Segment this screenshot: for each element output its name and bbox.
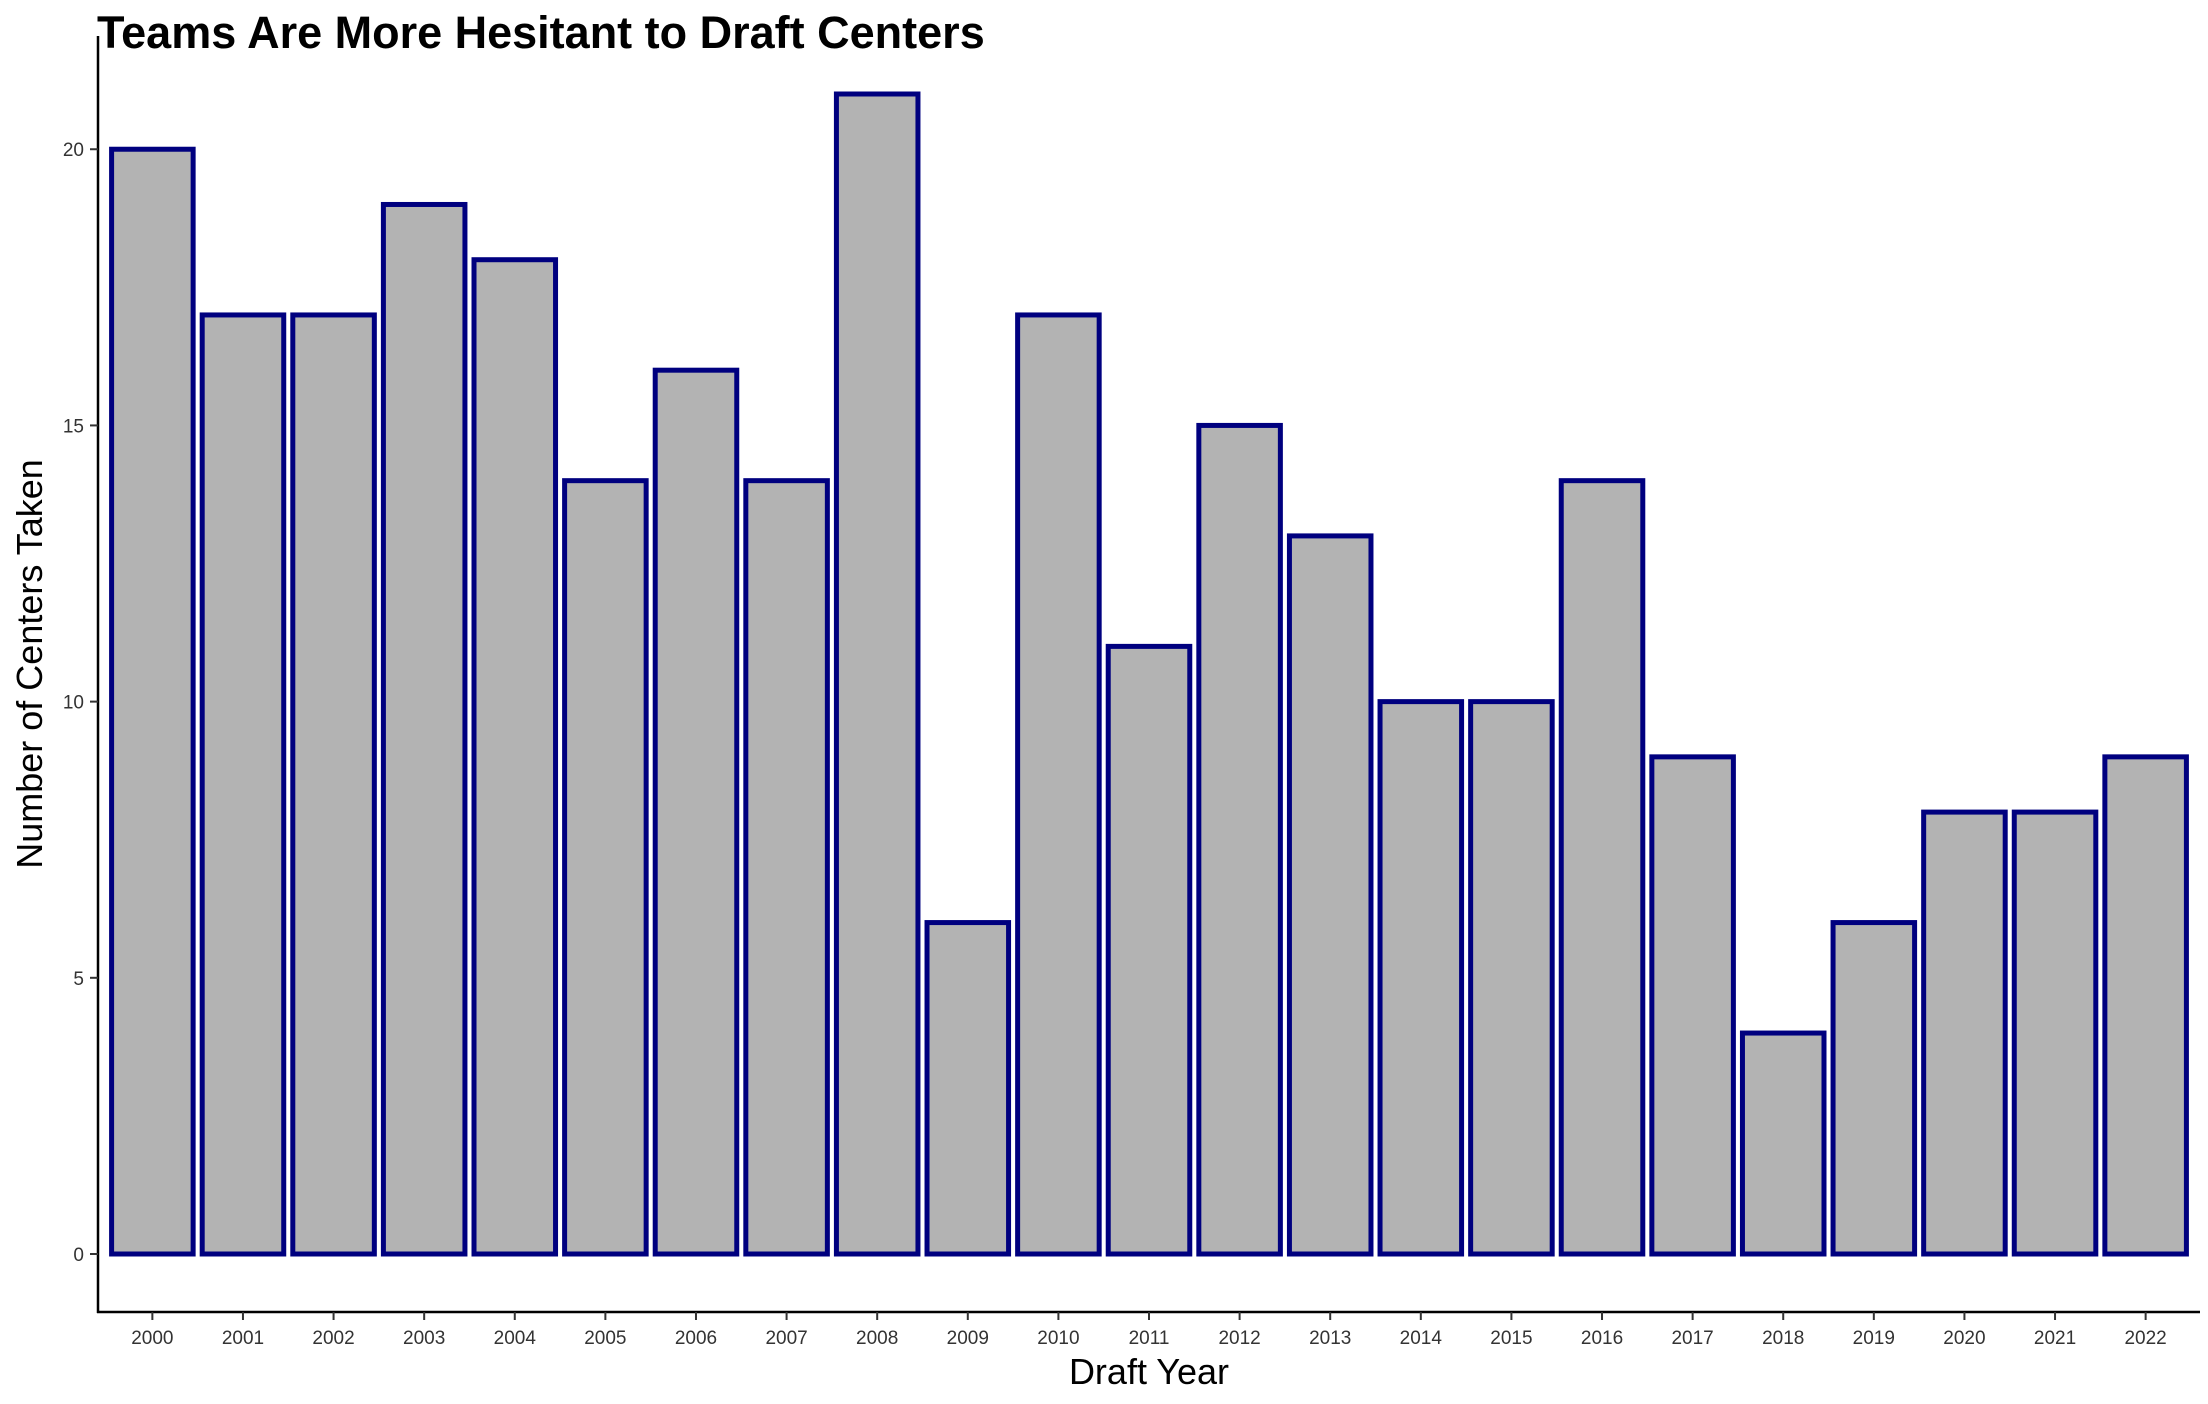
x-tick-label: 2014 (1400, 1328, 1443, 1349)
x-tick-label: 2005 (584, 1328, 626, 1349)
x-tick-label: 2008 (856, 1328, 898, 1349)
x-tick-label: 2009 (947, 1328, 989, 1349)
bar-2012 (1196, 422, 1283, 1257)
x-tick-label: 2001 (222, 1328, 264, 1349)
x-tick-label: 2000 (131, 1328, 173, 1349)
bar-2000 (109, 146, 196, 1257)
x-tick-label: 2011 (1129, 1328, 1170, 1349)
bar-2016 (1558, 478, 1646, 1257)
bar-2019 (1830, 920, 1918, 1257)
x-tick-label: 2013 (1309, 1328, 1351, 1349)
x-tick-label: 2019 (1853, 1328, 1895, 1349)
chart-title: Teams Are More Hesitant to Draft Centers (97, 7, 985, 58)
bar-2014 (1377, 699, 1465, 1257)
bars-group (109, 91, 2189, 1257)
bar-2001 (199, 312, 287, 1257)
bar-2006 (652, 367, 740, 1257)
bar-2004 (471, 257, 559, 1257)
bar-2020 (1921, 809, 2008, 1257)
bar-2008 (833, 91, 921, 1257)
y-ticks-group: 0 5 10 15 20 (63, 140, 98, 1266)
bar-2002 (290, 312, 377, 1257)
x-tick-label: 2018 (1762, 1328, 1804, 1349)
x-tick-label: 2015 (1490, 1328, 1532, 1349)
bar-2013 (1286, 533, 1374, 1257)
bar-2007 (743, 478, 830, 1257)
x-axis-label: Draft Year (1069, 1351, 1229, 1392)
x-tick-label: 2007 (765, 1328, 807, 1349)
bar-2003 (380, 201, 468, 1257)
bar-2009 (924, 920, 1012, 1257)
bar-2022 (2102, 754, 2189, 1257)
x-tick-label: 2017 (1671, 1328, 1713, 1349)
x-tick-label: 2020 (1943, 1328, 1985, 1349)
y-tick-label: 5 (73, 969, 84, 990)
x-tick-label: 2012 (1218, 1328, 1260, 1349)
x-tick-label: 2021 (2034, 1328, 2076, 1349)
bar-2017 (1649, 754, 1736, 1257)
y-tick-label: 20 (63, 140, 84, 161)
x-ticks-group: 2000 2001 2002 2003 2004 2005 2006 2007 2008 2009… (131, 1312, 2167, 1349)
bar-2011 (1105, 643, 1193, 1257)
x-tick-label: 2002 (312, 1328, 354, 1349)
bar-2018 (1739, 1030, 1827, 1257)
x-tick-label: 2004 (494, 1328, 537, 1349)
x-tick-label: 2003 (403, 1328, 445, 1349)
x-tick-label: 2006 (675, 1328, 717, 1349)
y-axis-label: Number of Centers Taken (9, 459, 50, 869)
bar-2015 (1468, 699, 1555, 1257)
y-tick-label: 10 (63, 693, 84, 714)
x-tick-label: 2010 (1037, 1328, 1079, 1349)
y-tick-label: 15 (63, 416, 84, 437)
bar-2010 (1015, 312, 1102, 1257)
y-tick-label: 0 (73, 1245, 84, 1266)
x-tick-label: 2016 (1581, 1328, 1623, 1349)
bar-2005 (562, 478, 649, 1257)
bar-2021 (2011, 809, 2099, 1257)
x-tick-label: 2022 (2124, 1328, 2166, 1349)
